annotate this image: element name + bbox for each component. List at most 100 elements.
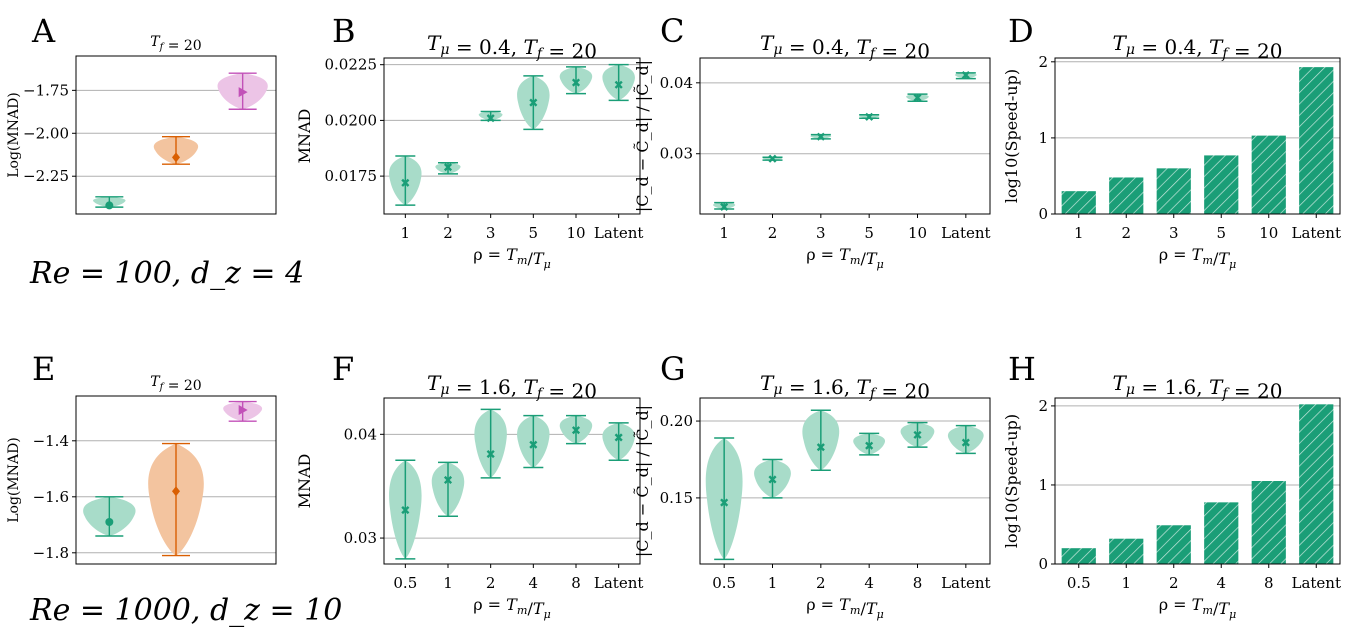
median-marker-b-1 — [443, 163, 453, 172]
x-axis-label-c: ρ = Tm/Tμ — [806, 245, 884, 271]
axes-frame-b — [383, 57, 641, 215]
panel-letter-a: A — [31, 12, 56, 50]
x-axis-label-h: ρ = Tm/Tμ — [1159, 595, 1237, 621]
median-marker-a-orange — [172, 152, 180, 163]
panel-letter-f: F — [332, 350, 354, 388]
ytick-label-e: −1.6 — [33, 488, 69, 506]
xtick-label-g: 2 — [816, 574, 826, 592]
median-marker-g-3 — [865, 441, 874, 450]
panel-title-e: Tf = 20 — [150, 374, 201, 394]
median-marker-a-pink — [238, 87, 248, 98]
xtick-label-f: Latent — [594, 574, 644, 592]
xtick-label-h: 8 — [1264, 574, 1274, 592]
median-marker-g-4 — [913, 430, 922, 439]
y-axis-label-c: |C_d − C̃_d| / |C̃_d| — [633, 60, 652, 212]
y-axis-label-b: MNAD — [295, 109, 314, 164]
xtick-label-f: 2 — [486, 574, 496, 592]
xtick-label-f: 0.5 — [393, 574, 417, 592]
bar-d-3 — [1204, 155, 1239, 214]
bar-h-5 — [1299, 404, 1334, 564]
median-marker-b-2 — [486, 114, 495, 123]
median-marker-g-1 — [768, 475, 777, 484]
y-axis-label-d: log10(Speed-up) — [1002, 69, 1021, 203]
xtick-label-h: 1 — [1121, 574, 1131, 592]
panel-letter-b: B — [332, 12, 356, 50]
axes-frame-a — [75, 55, 277, 215]
xtick-label-b: 1 — [401, 224, 411, 242]
bar-d-5 — [1299, 67, 1334, 214]
ytick-label-a: −2.25 — [23, 167, 69, 185]
bar-h-4 — [1251, 481, 1286, 564]
xtick-label-f: 1 — [443, 574, 453, 592]
xtick-label-d: 2 — [1121, 224, 1131, 242]
ytick-label-h: 2 — [1038, 397, 1048, 415]
bar-d-1 — [1109, 177, 1144, 214]
xtick-label-c: Latent — [941, 224, 991, 242]
xtick-label-d: Latent — [1292, 224, 1342, 242]
y-axis-label-e: Log(MNAD) — [6, 437, 22, 523]
panel-letter-h: H — [1008, 350, 1036, 388]
xtick-label-d: 10 — [1259, 224, 1278, 242]
median-marker-b-0 — [401, 178, 410, 187]
xtick-label-b: 2 — [443, 224, 453, 242]
ytick-label-f: 0.04 — [344, 425, 377, 443]
median-marker-e-green — [105, 518, 114, 526]
xtick-label-g: 8 — [913, 574, 923, 592]
xtick-label-c: 10 — [908, 224, 927, 242]
xtick-label-g: 4 — [864, 574, 874, 592]
xtick-label-h: 0.5 — [1067, 574, 1091, 592]
xtick-label-f: 8 — [571, 574, 581, 592]
bar-h-1 — [1109, 538, 1144, 564]
median-marker-c-3 — [865, 112, 874, 121]
x-axis-label-d: ρ = Tm/Tμ — [1159, 245, 1237, 271]
xtick-label-h: 2 — [1169, 574, 1179, 592]
xtick-label-d: 1 — [1074, 224, 1084, 242]
panel-title-c: Tμ = 0.4, Tf = 20 — [760, 31, 930, 63]
axes-frame-g — [699, 397, 991, 565]
median-marker-f-1 — [443, 475, 453, 485]
y-axis-label-h: log10(Speed-up) — [1002, 414, 1021, 548]
median-marker-c-2 — [816, 132, 825, 141]
ytick-label-b: 0.0200 — [325, 111, 378, 129]
median-marker-f-3 — [529, 440, 538, 449]
y-axis-label-a: Log(MNAD) — [6, 92, 22, 178]
ytick-label-h: 1 — [1038, 476, 1048, 494]
bar-d-0 — [1061, 191, 1096, 214]
ytick-label-d: 1 — [1038, 129, 1048, 147]
ytick-label-c: 0.04 — [660, 74, 693, 92]
median-marker-g-5 — [961, 438, 970, 447]
xtick-label-b: 5 — [529, 224, 539, 242]
ytick-label-h: 0 — [1038, 555, 1048, 573]
panel-title-b: Tμ = 0.4, Tf = 20 — [427, 31, 597, 63]
x-axis-label-f: ρ = Tm/Tμ — [473, 595, 551, 621]
y-axis-label-g: |C_d − C̃_d| / |C̃_d| — [633, 405, 652, 557]
row-caption-top: Re = 100, d_z = 4 — [29, 256, 304, 291]
xtick-label-c: 2 — [768, 224, 778, 242]
ytick-label-c: 0.03 — [660, 145, 693, 163]
axes-frame-e — [75, 395, 277, 565]
xtick-label-h: 4 — [1216, 574, 1226, 592]
ytick-label-b: 0.0225 — [325, 56, 378, 74]
bar-h-2 — [1156, 525, 1191, 564]
median-marker-b-5 — [614, 80, 623, 89]
ytick-label-a: −1.75 — [23, 81, 69, 99]
panel-letter-e: E — [32, 350, 55, 388]
axes-frame-h — [1054, 397, 1341, 565]
median-marker-g-0 — [720, 498, 729, 507]
median-marker-e-orange — [172, 486, 180, 497]
median-marker-b-3 — [529, 98, 538, 107]
xtick-label-b: 10 — [566, 224, 585, 242]
median-marker-e-pink — [238, 405, 248, 415]
panel-title-h: Tμ = 1.6, Tf = 20 — [1113, 371, 1283, 403]
x-axis-label-g: ρ = Tm/Tμ — [806, 595, 884, 621]
bar-h-3 — [1204, 502, 1239, 564]
median-marker-g-2 — [816, 443, 825, 452]
median-marker-f-4 — [571, 426, 581, 435]
xtick-label-b: Latent — [594, 224, 644, 242]
ytick-label-e: −1.8 — [33, 544, 69, 562]
xtick-label-c: 3 — [816, 224, 826, 242]
ytick-label-d: 2 — [1038, 53, 1048, 71]
xtick-label-b: 3 — [486, 224, 496, 242]
median-marker-f-2 — [486, 449, 495, 459]
